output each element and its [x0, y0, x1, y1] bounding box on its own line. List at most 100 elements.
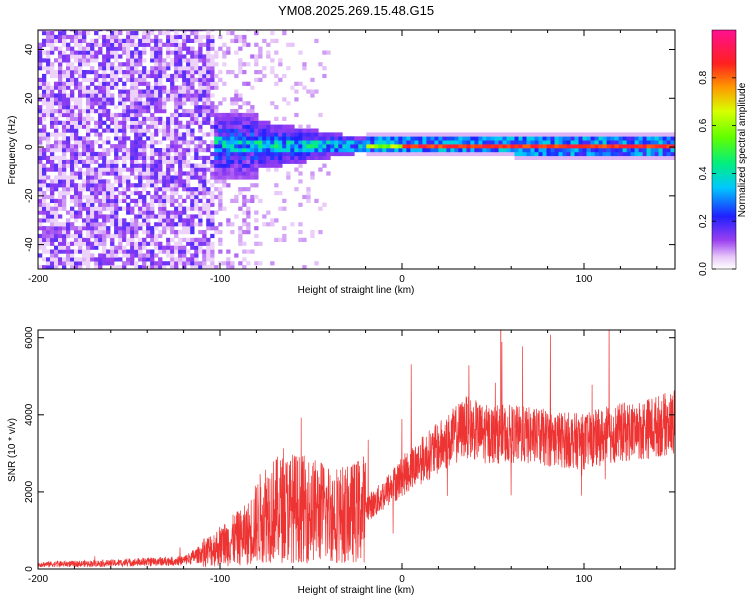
spectrogram-cell — [118, 124, 123, 129]
spectrogram-cell — [470, 144, 475, 149]
spectrogram-cell — [526, 151, 531, 157]
spectrogram-cell — [182, 222, 187, 227]
spectrogram-cell — [634, 151, 639, 157]
spectrogram-cell — [130, 97, 135, 102]
spectrogram-cell — [386, 144, 391, 149]
spectrogram-cell — [330, 148, 335, 153]
spectrogram-cell — [94, 198, 99, 203]
spectrogram-cell — [74, 70, 79, 75]
spectrogram-cell — [294, 81, 299, 86]
spectrogram-cell — [154, 226, 159, 231]
spectrogram-cell — [266, 222, 271, 227]
spectrogram-cell — [86, 54, 91, 59]
spectrogram-cell — [206, 206, 211, 211]
spectrogram-cell — [102, 261, 107, 266]
spectrogram-cell — [250, 136, 255, 141]
spectrogram-cell — [246, 136, 251, 141]
spectrogram-cell — [174, 70, 179, 75]
spectrogram-cell — [222, 136, 227, 141]
spectrogram-cell — [458, 140, 463, 145]
spectrogram-cell — [74, 66, 79, 71]
spectrogram-cell — [422, 144, 427, 149]
spectrogram-cell — [418, 140, 423, 145]
spectrogram-cell — [90, 58, 95, 63]
spectrogram-cell — [198, 179, 203, 184]
spectrogram-cell — [382, 148, 387, 153]
spectrogram-cell — [482, 136, 487, 141]
spectrogram-cell — [194, 249, 199, 254]
spectrogram-cell — [658, 136, 663, 141]
spectrogram-cell — [234, 140, 239, 145]
spectrogram-cell — [510, 140, 515, 145]
spectrogram-cell — [46, 97, 51, 102]
spectrogram-cell — [54, 198, 59, 203]
spectrogram-cell — [370, 140, 375, 145]
spectrogram-cell — [122, 38, 127, 43]
spectrogram-cell — [118, 144, 123, 149]
spectrogram-cell — [162, 194, 167, 200]
spectrogram-cell — [170, 112, 175, 118]
spectrogram-cell — [138, 120, 143, 125]
spectrogram-cell — [50, 191, 55, 196]
spectrogram-cell — [154, 77, 159, 82]
spectrogram-cell — [190, 85, 195, 90]
spectrogram-cell — [118, 42, 123, 47]
spectrogram-cell — [338, 132, 343, 137]
spectrogram-cell — [110, 34, 115, 40]
spectrogram-cell — [166, 241, 171, 246]
spectrogram-cell — [54, 128, 59, 133]
spectrogram-cell — [126, 230, 131, 235]
spectrogram-cell — [410, 144, 415, 149]
spectrogram-cell — [82, 62, 87, 67]
spectrogram-cell — [126, 167, 131, 172]
spectrogram-cell — [138, 241, 143, 246]
spectrogram-cell — [118, 241, 123, 246]
spectrogram-cell — [106, 187, 111, 192]
spectrogram-cell — [218, 191, 223, 196]
spectrogram-cell — [266, 151, 271, 157]
spectrogram-cell — [74, 112, 79, 118]
spectrogram-cell — [202, 73, 207, 79]
spectrogram-cell — [246, 101, 251, 106]
spectrogram-cell — [42, 214, 47, 219]
spectrogram-cell — [118, 54, 123, 59]
spectrogram-cell — [354, 144, 359, 149]
spectrogram-cell — [78, 230, 83, 235]
spectrogram-cell — [478, 144, 483, 149]
spectrogram-cell — [226, 265, 231, 269]
spectrogram-cell — [310, 93, 315, 98]
spectrogram-cell — [78, 31, 83, 36]
spectrogram-cell — [134, 116, 139, 121]
spectrogram-cell — [146, 93, 151, 98]
spectrogram-cell — [286, 66, 291, 71]
spectrogram-cell — [234, 132, 239, 137]
spectrogram-cell — [118, 167, 123, 172]
spectrogram-cell — [514, 140, 519, 145]
spectrogram-cell — [306, 140, 311, 145]
spectrogram-cell — [242, 222, 247, 227]
spectrogram-cell — [278, 136, 283, 141]
spectrogram-cell — [522, 144, 527, 149]
spectrogram-cell — [58, 85, 63, 90]
spectrogram-cell — [126, 206, 131, 211]
spectrogram-cell — [186, 140, 191, 145]
spectrogram-cell — [102, 62, 107, 67]
spectrogram-cell — [46, 175, 51, 180]
spectrogram-cell — [170, 183, 175, 188]
spectrogram-cell — [246, 230, 251, 235]
spectrogram-cell — [238, 62, 243, 67]
spectrogram-cell — [102, 249, 107, 254]
spectrogram-cell — [110, 128, 115, 133]
spectrogram-cell — [182, 30, 187, 32]
spectrogram-cell — [210, 194, 215, 200]
spectrogram-cell — [110, 93, 115, 98]
spectrogram-cell — [186, 124, 191, 129]
spectrogram-cell — [150, 66, 155, 71]
spectrogram-cell — [210, 222, 215, 227]
spectrogram-cell — [122, 194, 127, 200]
spectrogram-cell — [126, 136, 131, 141]
spectrogram-cell — [218, 206, 223, 211]
spectrogram-cell — [78, 62, 83, 67]
spectrogram-cell — [186, 175, 191, 180]
